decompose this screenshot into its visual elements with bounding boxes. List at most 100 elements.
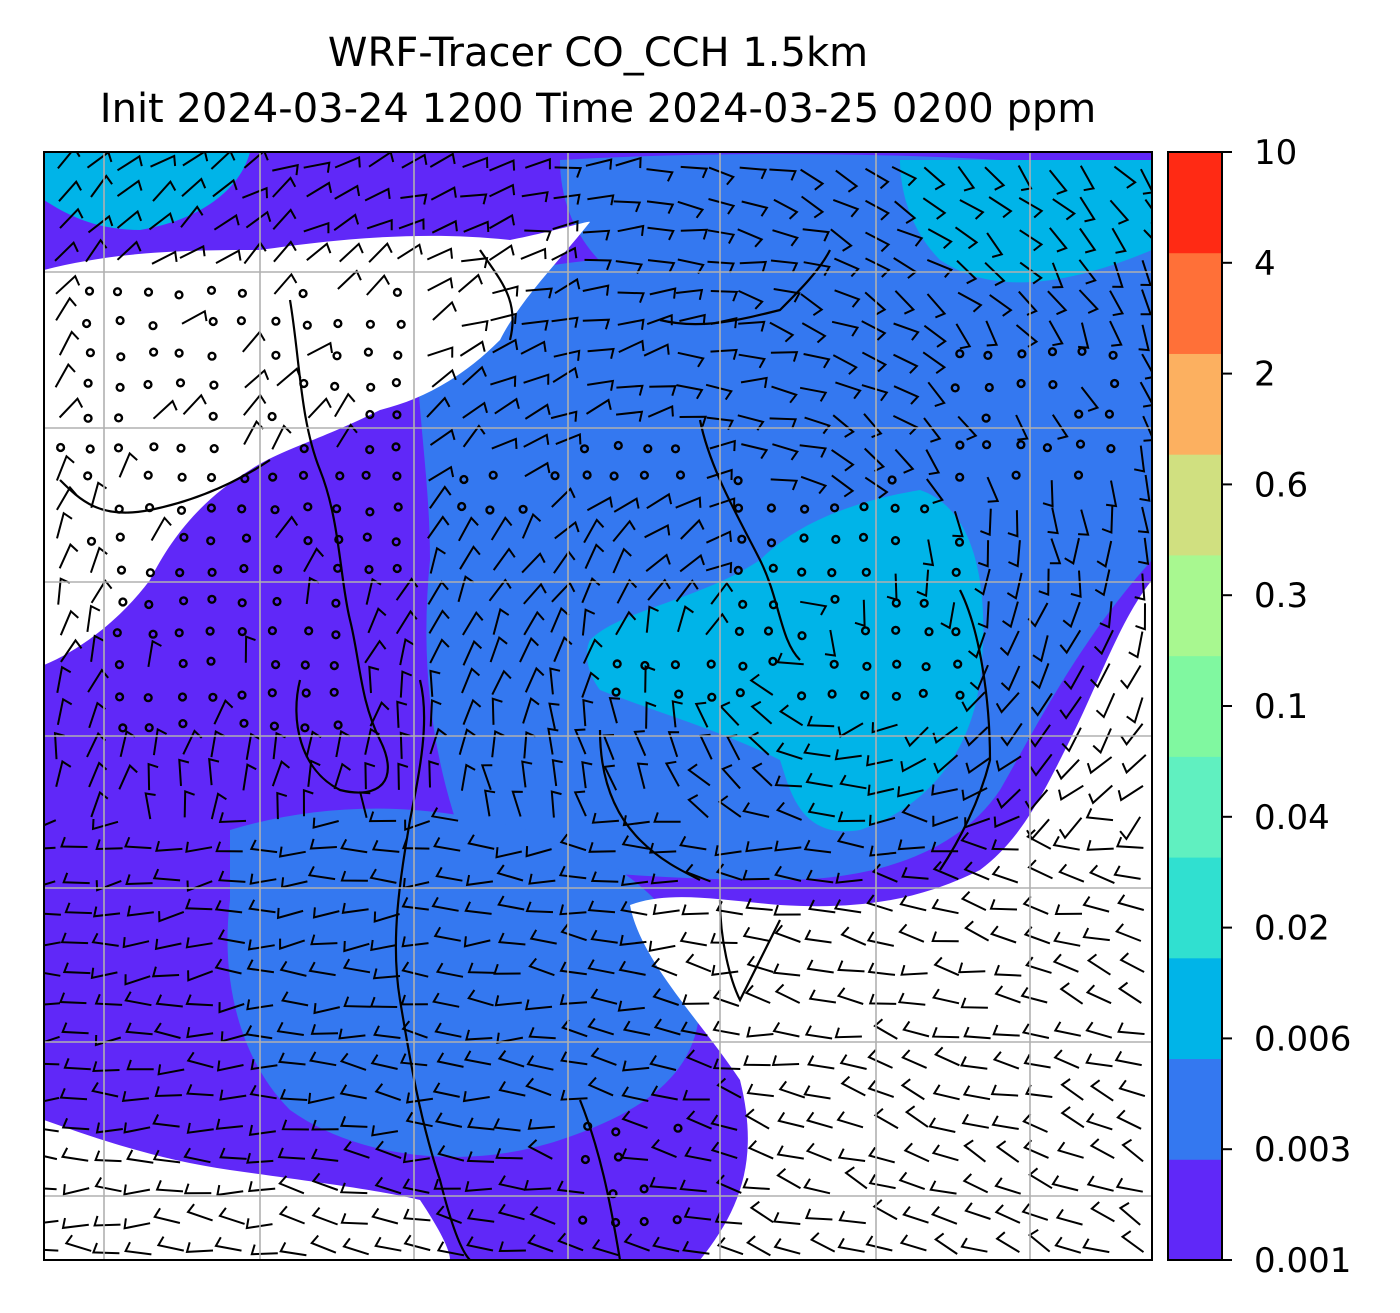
- wind-barb: [680, 165, 709, 179]
- wind-barb: [549, 667, 561, 695]
- wind-barb: [933, 956, 960, 977]
- wind-barb: [429, 699, 442, 727]
- wind-barb: [91, 818, 119, 831]
- wind-barb: [991, 865, 1019, 884]
- wind-barb: [184, 898, 213, 911]
- wind-barb: [808, 989, 837, 1004]
- wind-barb: [463, 1050, 492, 1066]
- colorbar-segment: [1168, 554, 1222, 657]
- wind-barb: [429, 669, 441, 697]
- wind-barb: [60, 1147, 89, 1162]
- wind-barb: [1085, 984, 1112, 1005]
- wind-barb: [679, 415, 707, 427]
- wind-barb: [493, 963, 521, 975]
- wind-barb: [931, 931, 959, 943]
- wind-barb: [436, 1052, 464, 1068]
- calm-wind-circle: [271, 316, 281, 326]
- calm-wind-circle: [303, 535, 313, 546]
- wind-barb: [56, 665, 72, 693]
- wind-barb: [554, 520, 580, 540]
- wind-barb: [751, 762, 773, 787]
- wind-barb: [1064, 537, 1080, 565]
- wind-barb: [368, 242, 393, 263]
- wind-barb: [155, 994, 183, 1008]
- wind-barb: [248, 899, 276, 914]
- wind-barb: [364, 639, 387, 664]
- wind-barb: [1049, 538, 1062, 565]
- wind-barb: [838, 1210, 866, 1225]
- wind-barb: [60, 932, 89, 945]
- wind-barb: [1023, 1139, 1049, 1159]
- wind-barb: [523, 373, 550, 385]
- calm-wind-circle: [366, 382, 376, 392]
- wind-barb: [214, 958, 242, 975]
- calm-wind-circle: [611, 1127, 621, 1137]
- wind-barb: [552, 220, 579, 232]
- wind-barb: [633, 730, 647, 757]
- wind-barb: [922, 197, 947, 220]
- wind-barb: [994, 1204, 1021, 1224]
- wind-barb: [210, 729, 226, 758]
- wind-barb: [582, 229, 611, 241]
- wind-barb: [153, 1207, 181, 1224]
- wind-barb: [462, 1091, 490, 1103]
- wind-barb: [585, 158, 613, 170]
- wind-barb: [677, 351, 705, 368]
- wind-barb: [1055, 1208, 1083, 1226]
- calm-wind-circle: [1011, 470, 1021, 480]
- wind-barb: [587, 379, 615, 391]
- wind-barb: [61, 1022, 89, 1035]
- wind-barb: [94, 1034, 122, 1047]
- wind-barb: [178, 758, 190, 786]
- colorbar-segment: [1168, 454, 1222, 556]
- wind-barb: [804, 416, 831, 435]
- wind-barb: [925, 478, 944, 504]
- calm-wind-circle: [239, 718, 249, 728]
- wind-barb: [893, 385, 920, 405]
- wind-barb: [58, 330, 80, 356]
- wind-barb: [210, 792, 227, 820]
- wind-barb: [310, 934, 338, 946]
- calm-wind-circle: [955, 349, 965, 359]
- calm-wind-circle: [177, 472, 187, 482]
- wind-barb: [401, 153, 428, 169]
- wind-barb: [833, 899, 862, 914]
- calm-wind-circle: [733, 476, 743, 486]
- wind-barb: [769, 417, 798, 429]
- calm-wind-circle: [887, 475, 897, 485]
- wind-barb: [118, 451, 138, 478]
- calm-wind-circle: [179, 532, 189, 542]
- colorbar-tick-label: 0.3: [1254, 576, 1308, 616]
- wind-barb: [95, 879, 122, 892]
- wind-barb: [488, 578, 512, 602]
- wind-barb: [373, 911, 400, 923]
- wind-barb: [55, 274, 81, 295]
- wind-barb: [245, 210, 272, 229]
- wind-barb: [587, 1017, 615, 1036]
- calm-wind-circle: [362, 532, 372, 542]
- calm-wind-circle: [891, 691, 902, 701]
- wind-barb: [519, 636, 540, 663]
- wind-barb: [805, 1142, 832, 1162]
- wind-barb: [961, 1113, 989, 1129]
- wind-barb: [59, 1088, 88, 1101]
- wind-barb: [612, 519, 636, 543]
- wind-barb: [1062, 601, 1081, 629]
- wind-barb: [272, 163, 299, 176]
- wind-barb: [215, 1118, 243, 1130]
- calm-wind-circle: [984, 382, 994, 393]
- calm-wind-circle: [331, 630, 341, 640]
- wind-barb: [1078, 289, 1099, 314]
- wind-barb: [399, 638, 415, 666]
- colorbar-segment: [1168, 353, 1222, 455]
- wind-barb: [310, 1148, 339, 1162]
- wind-barb: [832, 198, 860, 218]
- wind-barb: [364, 761, 376, 790]
- wind-barb: [402, 1152, 430, 1164]
- wind-barb: [587, 1076, 614, 1097]
- wind-barb: [837, 811, 866, 823]
- wind-barb: [931, 1144, 959, 1162]
- wind-barb: [551, 487, 576, 508]
- wind-barb: [186, 1051, 214, 1069]
- wind-barb: [652, 988, 680, 1006]
